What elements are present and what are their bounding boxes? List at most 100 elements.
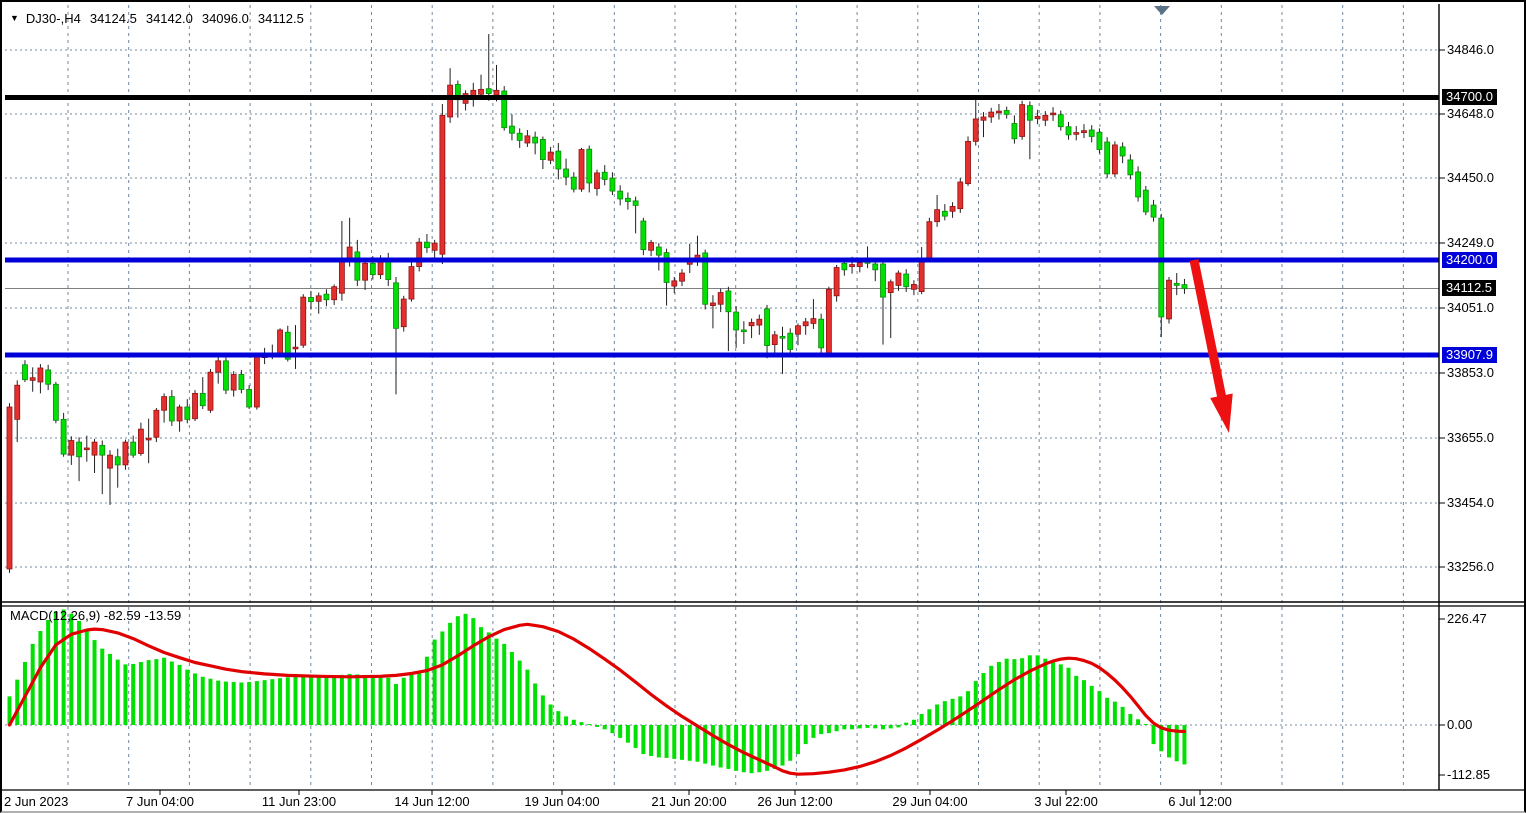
macd-bar xyxy=(1167,725,1171,758)
macd-bar xyxy=(1074,675,1079,725)
macd-bar xyxy=(92,640,97,725)
bear-candle xyxy=(246,389,253,408)
bear-candle xyxy=(725,290,732,313)
macd-bar xyxy=(301,675,306,725)
macd-bar xyxy=(185,669,190,725)
macd-bar xyxy=(46,620,51,725)
macd-bar xyxy=(146,660,151,725)
price-tick-label: 33454.0 xyxy=(1447,495,1494,510)
bear-candle xyxy=(1026,105,1033,121)
bull-candle xyxy=(107,454,113,469)
bull-candle xyxy=(856,262,863,267)
bear-candle xyxy=(1127,159,1134,176)
macd-bar xyxy=(38,630,43,725)
bull-candle xyxy=(416,241,423,267)
bear-candle xyxy=(501,90,508,129)
price-tick-label: 34846.0 xyxy=(1447,42,1494,57)
bull-candle xyxy=(315,295,322,302)
bear-candle xyxy=(563,168,569,178)
macd-bar xyxy=(479,627,484,725)
bear-candle xyxy=(199,392,206,407)
bull-candle xyxy=(825,288,832,356)
bear-candle xyxy=(609,177,616,192)
bear-candle xyxy=(1150,204,1157,218)
macd-bar xyxy=(710,725,715,766)
macd-bar xyxy=(1058,664,1063,725)
macd-bar xyxy=(316,674,321,725)
bull-candle xyxy=(68,440,75,456)
macd-bar xyxy=(718,725,723,768)
bull-candle xyxy=(431,242,438,251)
bear-candle xyxy=(1088,129,1095,137)
bull-candle xyxy=(161,396,168,411)
symbol-timeframe-label: DJ30-,H4 xyxy=(25,10,81,26)
bear-candle xyxy=(52,383,59,421)
bull-candle xyxy=(671,280,678,287)
bull-candle xyxy=(648,242,654,251)
symbol-dropdown-icon[interactable]: ▼ xyxy=(10,13,19,23)
trend-arrow-annotation[interactable] xyxy=(1189,259,1233,433)
bull-candle xyxy=(207,371,214,411)
macd-bar xyxy=(525,669,530,725)
macd-bar xyxy=(842,725,847,730)
macd-bar xyxy=(378,677,383,725)
bear-candle xyxy=(1065,126,1072,136)
bull-candle xyxy=(1042,114,1049,121)
bear-candle xyxy=(308,297,314,303)
macd-bar xyxy=(966,691,971,725)
bull-candle xyxy=(215,360,222,373)
bear-candle xyxy=(880,263,886,298)
bear-candle xyxy=(516,132,523,141)
macd-bar xyxy=(935,704,940,725)
bear-candle xyxy=(1057,114,1064,128)
macd-bar xyxy=(123,664,128,725)
macd-bar xyxy=(200,676,205,725)
time-axis[interactable]: 2 Jun 2023 7 Jun 04:00 11 Jun 23:00 14 Jun … xyxy=(2,791,1439,811)
macd-bar xyxy=(687,725,692,761)
bull-candle xyxy=(895,272,902,286)
macd-bar xyxy=(84,631,89,725)
quote-open: 34124.5 xyxy=(89,10,137,26)
arrow-head xyxy=(1210,393,1233,433)
macd-bar xyxy=(193,673,198,725)
bear-candle xyxy=(223,360,229,391)
bull-candle xyxy=(996,110,1002,114)
macd-bar xyxy=(757,725,762,773)
bull-candle xyxy=(748,322,755,327)
bear-candle xyxy=(323,293,330,301)
macd-bar xyxy=(440,631,445,725)
bear-candle xyxy=(625,197,631,202)
bull-candle xyxy=(447,84,454,118)
bear-candle xyxy=(509,125,515,134)
arrow-shaft xyxy=(1189,259,1227,401)
macd-bar xyxy=(850,725,855,730)
price-level-lines[interactable] xyxy=(5,94,1439,358)
bear-candle xyxy=(369,262,376,276)
bear-candle xyxy=(1142,189,1149,213)
bear-candle xyxy=(941,210,948,217)
macd-bar xyxy=(571,719,576,725)
time-axis-label: 26 Jun 12:00 xyxy=(757,794,833,809)
bull-candle xyxy=(679,272,685,282)
bull-candle xyxy=(887,281,894,293)
macd-bar xyxy=(208,678,213,725)
time-axis-label: 7 Jun 04:00 xyxy=(126,794,194,809)
macd-bar xyxy=(1027,655,1032,725)
macd-bar xyxy=(826,725,831,734)
price-axis[interactable]: 34846.0 34648.0 34450.0 34249.0 34051.0 33853… xyxy=(1439,2,1524,790)
bull-candle xyxy=(756,318,763,326)
macd-bar xyxy=(231,682,236,725)
macd-bar xyxy=(1051,660,1056,725)
macd-bar xyxy=(857,725,862,729)
macd-bar xyxy=(223,681,228,725)
macd-bar xyxy=(896,725,901,728)
bull-candle xyxy=(29,377,36,381)
macd-bar xyxy=(741,725,746,773)
bear-candle xyxy=(1181,284,1188,289)
macd-bar xyxy=(996,662,1001,725)
macd-bar xyxy=(154,659,159,725)
macd-bar xyxy=(919,714,924,725)
macd-bar xyxy=(138,662,143,725)
bull-candle xyxy=(338,258,345,294)
